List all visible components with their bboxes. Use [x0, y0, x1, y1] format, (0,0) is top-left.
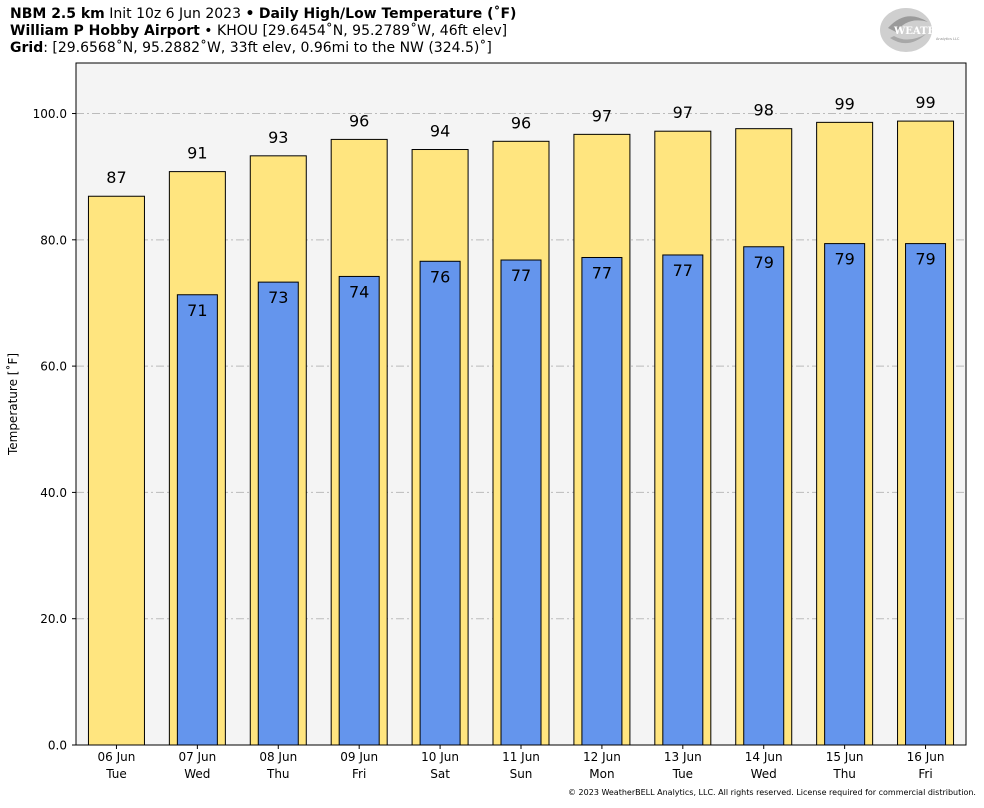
y-tick-label: 20.0	[40, 612, 67, 626]
grid-info: : [29.6568˚N, 95.2882˚W, 33ft elev, 0.96…	[43, 40, 492, 56]
x-tick-date: 14 Jun	[745, 750, 783, 764]
header-line-2: William P Hobby Airport • KHOU [29.6454˚…	[10, 23, 507, 40]
low-temp-bar	[662, 254, 704, 746]
bars-layer: 87 91 71 93 73 96 74 94 76 96 77 97 77 97 77 98 79 99 79 99…	[87, 93, 955, 746]
model-name: NBM 2.5 km	[10, 6, 105, 22]
x-tick-date: 10 Jun	[421, 750, 459, 764]
high-temp-label: 93	[268, 128, 288, 147]
low-temp-bar	[338, 275, 380, 746]
axis-layer: 0.0 20.0 40.0 60.0 80.0 100.0 06 Jun Tue 07 Jun W…	[33, 107, 945, 781]
low-temp-bar	[905, 243, 947, 746]
logo-swirl-arc-2	[890, 34, 926, 44]
x-tick-day: Thu	[832, 767, 856, 781]
low-temp-bar	[257, 281, 299, 746]
x-tick-date: 12 Jun	[583, 750, 621, 764]
header-separator-2: •	[204, 23, 213, 39]
x-tick-date: 07 Jun	[178, 750, 216, 764]
high-temp-label: 96	[349, 111, 369, 130]
low-temp-label: 79	[915, 250, 935, 269]
y-axis-label: Temperature [˚F]	[5, 353, 20, 456]
y-tick-label: 60.0	[40, 360, 67, 374]
y-tick-label: 100.0	[33, 107, 67, 121]
low-temp-bar	[419, 260, 461, 746]
low-temp-label: 71	[187, 301, 207, 320]
copyright-notice: © 2023 WeatherBELL Analytics, LLC. All r…	[568, 788, 976, 797]
x-tick-day: Fri	[918, 767, 932, 781]
low-temp-label: 79	[834, 250, 854, 269]
high-temp-bar	[87, 195, 145, 746]
high-temp-label: 87	[106, 168, 126, 187]
x-tick-date: 16 Jun	[907, 750, 945, 764]
high-temp-label: 97	[673, 103, 693, 122]
x-tick-date: 09 Jun	[340, 750, 378, 764]
high-temp-label: 99	[915, 93, 935, 112]
station-info: KHOU [29.6454˚N, 95.2789˚W, 46ft elev]	[217, 23, 508, 39]
x-tick-day: Tue	[105, 767, 127, 781]
high-temp-label: 99	[834, 94, 854, 113]
high-temp-label: 94	[430, 122, 450, 141]
x-tick-day: Mon	[589, 767, 614, 781]
init-time: Init 10z 6 Jun 2023	[109, 6, 241, 22]
high-temp-label: 98	[754, 101, 774, 120]
header-line-1: NBM 2.5 km Init 10z 6 Jun 2023 • Daily H…	[10, 6, 516, 23]
low-temp-label: 77	[673, 261, 693, 280]
low-temp-label: 76	[430, 267, 450, 286]
x-tick-date: 13 Jun	[664, 750, 702, 764]
x-tick-day: Sun	[510, 767, 533, 781]
low-temp-bar	[500, 259, 542, 746]
y-tick-label: 0.0	[48, 739, 67, 753]
low-temp-bar	[824, 243, 866, 746]
x-tick-date: 06 Jun	[98, 750, 136, 764]
x-tick-day: Thu	[266, 767, 290, 781]
low-temp-label: 77	[511, 266, 531, 285]
low-temp-label: 73	[268, 288, 288, 307]
low-temp-label: 74	[349, 282, 369, 301]
x-tick-day: Sat	[430, 767, 450, 781]
low-temp-bar	[176, 294, 218, 746]
station-name: William P Hobby Airport	[10, 23, 200, 39]
grid-label: Grid	[10, 40, 44, 56]
logo-swirl-arc	[888, 16, 928, 32]
chart-title: Daily High/Low Temperature (˚F)	[258, 6, 517, 22]
y-tick-label: 40.0	[40, 486, 67, 500]
x-tick-day: Tue	[672, 767, 694, 781]
header-line-3: Grid: [29.6568˚N, 95.2882˚W, 33ft elev, …	[10, 40, 492, 57]
y-tick-label: 80.0	[40, 233, 67, 247]
x-tick-date: 11 Jun	[502, 750, 540, 764]
low-temp-bar	[581, 256, 623, 746]
low-temp-label: 79	[754, 253, 774, 272]
high-temp-label: 97	[592, 106, 612, 125]
x-tick-date: 15 Jun	[826, 750, 864, 764]
weatherbell-logo: WEATHERBELL Analytics LLC	[880, 8, 970, 52]
logo-subtext: Analytics LLC	[936, 37, 960, 41]
x-tick-day: Fri	[352, 767, 366, 781]
header-separator: •	[245, 6, 255, 22]
x-tick-date: 08 Jun	[259, 750, 297, 764]
x-tick-day: Wed	[751, 767, 777, 781]
low-temp-bar	[743, 246, 785, 746]
high-temp-label: 96	[511, 113, 531, 132]
low-temp-label: 77	[592, 263, 612, 282]
logo-text: WEATHERBELL	[893, 26, 970, 37]
x-tick-day: Wed	[184, 767, 210, 781]
high-temp-label: 91	[187, 144, 207, 163]
